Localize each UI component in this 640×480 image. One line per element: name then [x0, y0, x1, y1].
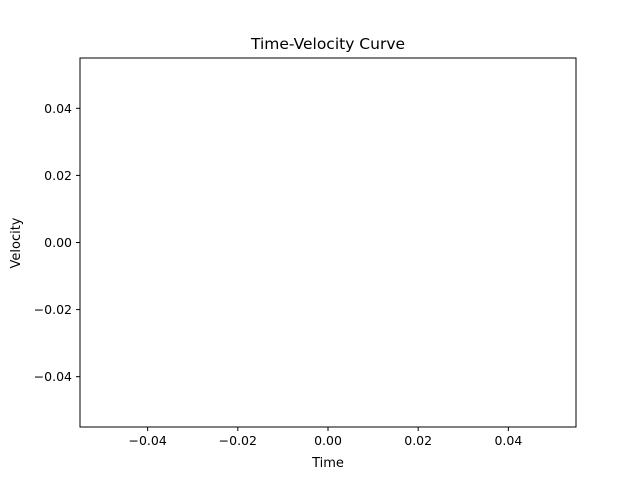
y-tick-label: 0.02: [44, 168, 72, 183]
x-tick-label: −0.04: [128, 433, 166, 448]
y-tick-label: −0.04: [34, 369, 72, 384]
chart-title: Time-Velocity Curve: [250, 35, 405, 53]
y-tick-label: −0.02: [34, 302, 72, 317]
x-axis-label: Time: [311, 456, 344, 471]
x-axis-ticks: −0.04 −0.02 0.00 0.02 0.04: [128, 427, 522, 448]
x-tick-label: −0.02: [219, 433, 257, 448]
y-axis-ticks: 0.04 0.02 0.00 −0.02 −0.04: [34, 101, 80, 384]
x-tick-label: 0.02: [404, 433, 432, 448]
y-axis-label: Velocity: [9, 217, 24, 268]
x-tick-label: 0.00: [314, 433, 342, 448]
x-tick-label: 0.04: [494, 433, 522, 448]
plot-area: [79, 57, 577, 428]
y-tick-label: 0.04: [44, 101, 72, 116]
y-tick-label: 0.00: [44, 235, 72, 250]
